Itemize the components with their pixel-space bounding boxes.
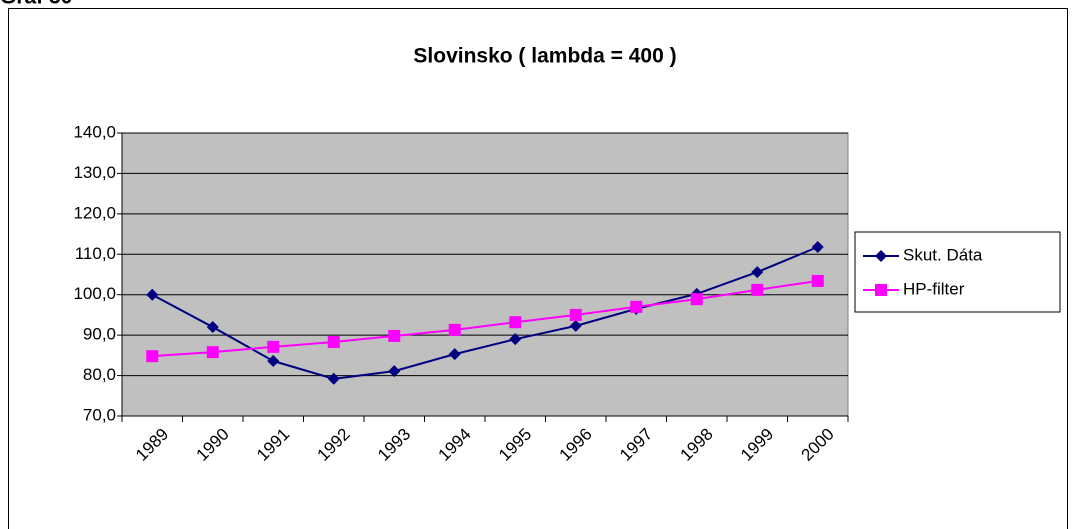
- y-tick-label: 140,0: [73, 122, 116, 141]
- figure-label: Graf 30: [0, 0, 72, 9]
- plot-area: [121, 132, 849, 417]
- marker: [751, 266, 764, 279]
- marker: [811, 274, 824, 287]
- chart-title: Slovinsko ( lambda = 400 ): [413, 45, 676, 68]
- marker: [569, 319, 582, 332]
- series-line: [152, 279, 818, 358]
- y-tick-label: 100,0: [73, 284, 116, 303]
- marker: [327, 372, 340, 385]
- marker: [388, 365, 401, 378]
- y-tick-label: 90,0: [83, 325, 116, 344]
- legend-marker: [875, 250, 887, 262]
- marker: [690, 293, 703, 306]
- y-tick-label: 70,0: [83, 405, 116, 424]
- marker: [751, 283, 764, 296]
- marker: [509, 316, 522, 329]
- y-tick-label: 120,0: [73, 203, 116, 222]
- marker: [206, 346, 219, 359]
- marker: [327, 336, 340, 349]
- marker: [569, 308, 582, 321]
- marker: [388, 329, 401, 342]
- series-line: [151, 246, 819, 380]
- marker: [206, 321, 219, 334]
- y-tick-label: 110,0: [75, 244, 116, 263]
- marker: [448, 323, 461, 336]
- y-tick-label: 80,0: [83, 365, 116, 384]
- marker: [509, 333, 522, 346]
- legend-box: [854, 231, 1061, 313]
- marker: [146, 288, 159, 301]
- legend-label: HP-filter: [903, 279, 965, 298]
- legend-label: Skut. Dáta: [903, 245, 983, 264]
- y-tick-label: 130,0: [73, 163, 116, 182]
- legend-marker: [875, 284, 887, 296]
- marker: [267, 340, 280, 353]
- marker: [630, 300, 643, 313]
- marker: [267, 355, 280, 368]
- marker: [811, 241, 824, 254]
- marker: [146, 350, 159, 363]
- marker: [448, 348, 461, 361]
